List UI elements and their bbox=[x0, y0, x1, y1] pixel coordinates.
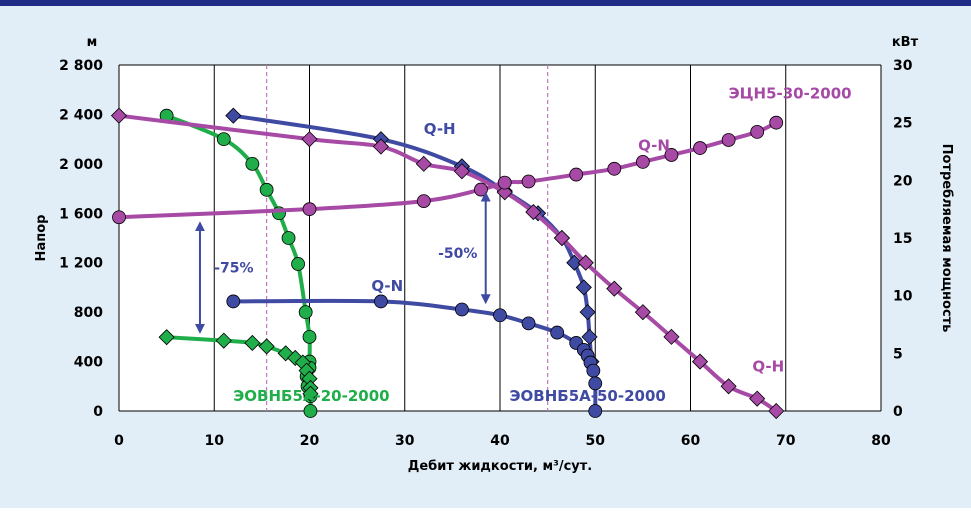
point-ecn_qh bbox=[496, 184, 513, 201]
point-ecn_qn bbox=[569, 167, 584, 182]
point-ecn_qh bbox=[525, 203, 542, 221]
x-tick-label: 30 bbox=[395, 433, 415, 449]
point-e20_qn bbox=[258, 338, 275, 355]
series-label: Q-N bbox=[638, 136, 670, 154]
point-ecn_qh bbox=[372, 138, 390, 155]
x-tick-label: 50 bbox=[586, 433, 606, 449]
point-e50_qn bbox=[454, 302, 469, 317]
point-ecn_qh bbox=[691, 353, 709, 370]
point-ecn_qh bbox=[553, 229, 570, 247]
series-label: ЭОВНБ5А-20-2000 bbox=[233, 387, 389, 405]
y-right-tick-label: 10 bbox=[893, 289, 913, 305]
y-left-tick-label: 400 bbox=[74, 355, 103, 371]
x-tick-label: 0 bbox=[114, 433, 124, 449]
y-left-tick-label: 1 200 bbox=[59, 256, 103, 272]
point-e50_qh bbox=[581, 328, 598, 345]
point-e20_qh bbox=[259, 182, 274, 197]
unit-right: кВт bbox=[892, 35, 919, 50]
y-left-tick-label: 0 bbox=[93, 404, 103, 420]
point-e50_qn bbox=[374, 294, 388, 309]
y-right-tick-label: 25 bbox=[893, 116, 912, 132]
y-right-tick-label: 20 bbox=[893, 173, 913, 189]
x-tick-label: 20 bbox=[300, 433, 320, 449]
point-ecn_qh bbox=[606, 280, 623, 297]
point-ecn_qn bbox=[497, 175, 512, 190]
reduction-label-1: -50% bbox=[438, 246, 477, 262]
point-ecn_qn bbox=[302, 202, 317, 217]
unit-left: м bbox=[87, 35, 98, 50]
series-label: ЭЦН5-30-2000 bbox=[729, 84, 852, 102]
point-e50_qn bbox=[550, 325, 565, 340]
y-left-tick-label: 800 bbox=[74, 305, 103, 321]
y-left-tick-label: 2 800 bbox=[59, 58, 103, 74]
point-e20_qh bbox=[245, 156, 260, 171]
point-e50_qh bbox=[579, 304, 596, 321]
reduction-label-0: -75% bbox=[214, 261, 253, 277]
y-left-tick-label: 2 400 bbox=[59, 107, 103, 123]
top-bar bbox=[0, 0, 971, 6]
point-ecn_qn bbox=[474, 182, 488, 197]
series-label: ЭОВНБ5А-50-2000 bbox=[510, 387, 666, 405]
point-ecn_qh bbox=[110, 107, 128, 124]
x-tick-label: 60 bbox=[681, 433, 701, 449]
point-ecn_qh bbox=[768, 402, 785, 420]
x-tick-label: 70 bbox=[776, 433, 796, 449]
point-e50_qn bbox=[588, 404, 603, 418]
point-e50_qh bbox=[575, 279, 592, 296]
point-ecn_qn bbox=[416, 194, 431, 208]
point-e50_qh bbox=[225, 107, 242, 124]
point-e50_qn bbox=[521, 316, 536, 331]
point-ecn_qn bbox=[635, 154, 650, 169]
series-label: Q-H bbox=[752, 357, 784, 375]
point-e20_qn bbox=[302, 385, 319, 402]
x-tick-label: 40 bbox=[490, 433, 510, 449]
y-right-tick-label: 5 bbox=[893, 346, 903, 362]
point-e50_qn bbox=[493, 308, 507, 323]
point-ecn_qh bbox=[577, 254, 594, 271]
point-ecn_qh bbox=[301, 131, 318, 148]
point-ecn_qn bbox=[693, 141, 707, 155]
point-e50_qh bbox=[566, 254, 583, 271]
point-e50_qn bbox=[588, 376, 603, 391]
point-e20_qh bbox=[303, 404, 318, 418]
point-ecn_qn bbox=[721, 133, 736, 147]
y-left-tick-label: 2 000 bbox=[59, 157, 103, 173]
point-ecn_qn bbox=[769, 115, 784, 130]
point-e20_qn bbox=[277, 345, 294, 362]
y-axis-left-title: Напор bbox=[34, 215, 49, 262]
y-right-tick-label: 30 bbox=[893, 58, 913, 74]
point-e20_qn bbox=[215, 332, 232, 349]
y-right-tick-label: 0 bbox=[893, 404, 903, 420]
point-ecn_qh bbox=[720, 378, 737, 395]
point-e20_qh bbox=[298, 305, 313, 320]
point-e20_qh bbox=[281, 231, 296, 245]
point-ecn_qh bbox=[453, 163, 470, 180]
point-ecn_qn bbox=[607, 161, 622, 176]
point-ecn_qh bbox=[634, 304, 651, 321]
point-ecn_qh bbox=[749, 390, 766, 407]
series-label: Q-N bbox=[371, 277, 403, 295]
point-ecn_qn bbox=[521, 174, 536, 189]
point-e50_qn bbox=[586, 363, 601, 378]
x-axis-title: Дебит жидкости, м³/сут. bbox=[408, 459, 592, 474]
point-ecn_qn bbox=[112, 210, 126, 225]
point-ecn_qn bbox=[664, 148, 679, 162]
point-e20_qh bbox=[216, 132, 231, 147]
point-ecn_qn bbox=[750, 124, 765, 139]
point-e20_qn bbox=[158, 329, 175, 346]
point-e50_qn bbox=[226, 294, 241, 309]
x-tick-label: 80 bbox=[871, 433, 891, 449]
y-axis-right-title: Потребляемая мощность bbox=[939, 144, 954, 333]
point-ecn_qh bbox=[415, 155, 432, 172]
x-tick-label: 10 bbox=[205, 433, 225, 449]
y-right-tick-label: 15 bbox=[893, 231, 912, 247]
point-e20_qh bbox=[302, 329, 317, 344]
y-left-tick-label: 1 600 bbox=[59, 206, 103, 222]
series-label: Q-H bbox=[424, 120, 456, 138]
point-ecn_qh bbox=[663, 328, 680, 345]
point-e20_qn bbox=[244, 334, 261, 352]
point-e20_qh bbox=[291, 257, 305, 271]
